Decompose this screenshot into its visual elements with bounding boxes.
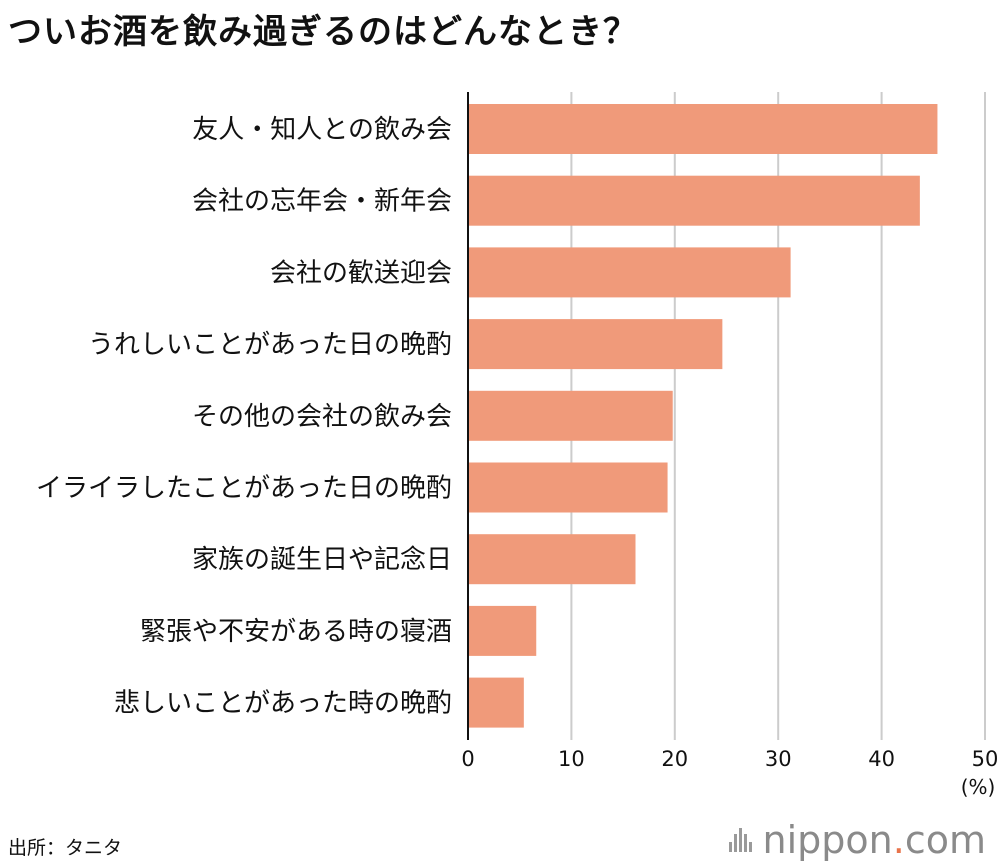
bar: [468, 605, 537, 656]
bar: [468, 534, 636, 585]
bar: [468, 390, 673, 441]
brand-name: nippon: [762, 818, 893, 862]
x-unit-label: (%): [961, 775, 996, 799]
bar: [468, 104, 938, 154]
category-label: その他の会社の飲み会: [192, 402, 452, 432]
category-label: 悲しいことがあった時の晩酌: [114, 689, 452, 719]
x-tick-label: 10: [558, 747, 585, 771]
x-tick-label: 40: [868, 747, 895, 771]
category-label: 友人・知人との飲み会: [192, 115, 452, 145]
bar: [468, 175, 920, 226]
x-tick-label: 30: [765, 747, 792, 771]
x-tick-label: 20: [661, 747, 688, 771]
brand-mark-icon: [728, 825, 755, 855]
category-labels: 友人・知人との飲み会会社の忘年会・新年会会社の歓送迎会うれしいことがあった日の晩…: [36, 115, 452, 719]
category-label: うれしいことがあった日の晩酌: [88, 330, 452, 360]
category-label: 会社の歓送迎会: [270, 258, 452, 288]
brand-tld: com: [904, 818, 986, 862]
bar: [468, 462, 668, 513]
x-tick-labels: 0 10 20 30 40 50: [461, 747, 998, 771]
bars: [468, 104, 938, 728]
category-label: 緊張や不安がある時の寝酒: [140, 617, 452, 647]
brand-dot: .: [892, 818, 905, 862]
x-tick-label: 50: [972, 747, 999, 771]
category-label: イライラしたことがあった日の晩酌: [36, 474, 452, 504]
category-label: 家族の誕生日や記念日: [192, 545, 452, 575]
brand-logo: nippon. com: [728, 818, 986, 862]
bar: [468, 247, 791, 298]
bar: [468, 319, 723, 370]
source-note: 出所：タニタ: [8, 837, 123, 859]
bar: [468, 677, 524, 728]
x-tick-label: 0: [461, 747, 474, 771]
chart-title: ついお酒を飲み過ぎるのはどんなとき？: [8, 12, 638, 52]
category-label: 会社の忘年会・新年会: [192, 187, 452, 217]
